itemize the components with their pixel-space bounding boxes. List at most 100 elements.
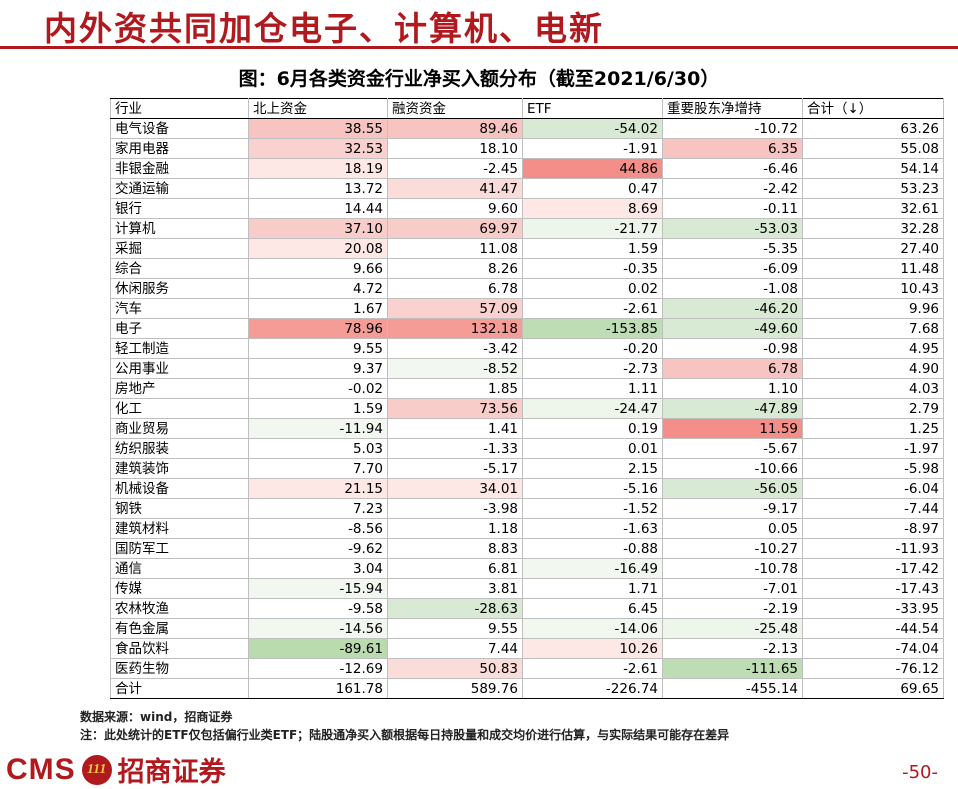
cell-etf: -153.85 xyxy=(522,318,663,339)
table-row: 通信 3.04 6.81 -16.49 -10.78 -17.42 xyxy=(110,558,944,579)
cell-etf: 44.86 xyxy=(522,158,663,179)
cell-etf: -2.61 xyxy=(522,658,663,679)
cell-margin: -3.98 xyxy=(387,498,523,519)
cell-shareholder: 6.35 xyxy=(662,138,803,159)
cell-total: 27.40 xyxy=(802,238,944,259)
cell-northbound: 38.55 xyxy=(248,118,388,139)
cell-shareholder: -47.89 xyxy=(662,398,803,419)
page-number: -50- xyxy=(902,762,938,783)
cell-industry: 化工 xyxy=(110,398,249,419)
cell-etf: -14.06 xyxy=(522,618,663,639)
cell-etf: 8.69 xyxy=(522,198,663,219)
cell-etf: 1.71 xyxy=(522,578,663,599)
cell-shareholder: -6.46 xyxy=(662,158,803,179)
cell-total: 4.90 xyxy=(802,358,944,379)
cell-total: 4.95 xyxy=(802,338,944,359)
cell-shareholder: -56.05 xyxy=(662,478,803,499)
cell-northbound: 1.59 xyxy=(248,398,388,419)
cell-northbound: 1.67 xyxy=(248,298,388,319)
cell-shareholder: 6.78 xyxy=(662,358,803,379)
cell-shareholder: -2.19 xyxy=(662,598,803,619)
cell-etf: -16.49 xyxy=(522,558,663,579)
cell-northbound: -8.56 xyxy=(248,518,388,539)
cell-shareholder: -2.42 xyxy=(662,178,803,199)
cell-margin: 1.41 xyxy=(387,418,523,439)
total-cell-etf: -226.74 xyxy=(522,678,663,699)
disclaimer-note: 注：此处统计的ETF仅包括偏行业类ETF；陆股通净买入额根据每日持股量和成交均价… xyxy=(80,728,730,742)
cell-industry: 机械设备 xyxy=(110,478,249,499)
cell-industry: 采掘 xyxy=(110,238,249,259)
cell-northbound: 5.03 xyxy=(248,438,388,459)
cell-etf: -0.35 xyxy=(522,258,663,279)
table-row: 电子 78.96 132.18 -153.85 -49.60 7.68 xyxy=(110,318,944,339)
cell-shareholder: -25.48 xyxy=(662,618,803,639)
cell-industry: 计算机 xyxy=(110,218,249,239)
table-row: 公用事业 9.37 -8.52 -2.73 6.78 4.90 xyxy=(110,358,944,379)
cell-total: 55.08 xyxy=(802,138,944,159)
table-row: 纺织服装 5.03 -1.33 0.01 -5.67 -1.97 xyxy=(110,438,944,459)
cell-industry: 商业贸易 xyxy=(110,418,249,439)
cell-margin: 1.85 xyxy=(387,378,523,399)
cell-margin: 8.83 xyxy=(387,538,523,559)
cell-margin: 11.08 xyxy=(387,238,523,259)
cell-total: -5.98 xyxy=(802,458,944,479)
cell-etf: -1.91 xyxy=(522,138,663,159)
cell-northbound: 18.19 xyxy=(248,158,388,179)
cell-shareholder: -7.01 xyxy=(662,578,803,599)
cell-etf: -2.61 xyxy=(522,298,663,319)
table-row: 有色金属 -14.56 9.55 -14.06 -25.48 -44.54 xyxy=(110,618,944,639)
cell-margin: 7.44 xyxy=(387,638,523,659)
cell-shareholder: 1.10 xyxy=(662,378,803,399)
cell-margin: 73.56 xyxy=(387,398,523,419)
table-row: 建筑装饰 7.70 -5.17 2.15 -10.66 -5.98 xyxy=(110,458,944,479)
cell-margin: 6.81 xyxy=(387,558,523,579)
cell-etf: -1.52 xyxy=(522,498,663,519)
table-row: 钢铁 7.23 -3.98 -1.52 -9.17 -7.44 xyxy=(110,498,944,519)
cell-northbound: -12.69 xyxy=(248,658,388,679)
cell-etf: -2.73 xyxy=(522,358,663,379)
title-divider xyxy=(0,46,958,49)
fund-flow-table: 行业 北上资金 融资资金 ETF 重要股东净增持 合计（↓） 电气设备 38.55… xyxy=(110,98,944,699)
cell-total: 1.25 xyxy=(802,418,944,439)
cell-margin: 9.55 xyxy=(387,618,523,639)
cell-shareholder: -6.09 xyxy=(662,258,803,279)
cell-total-label: 合计 xyxy=(110,678,249,699)
cell-shareholder: -9.17 xyxy=(662,498,803,519)
cell-total: -17.43 xyxy=(802,578,944,599)
cell-industry: 休闲服务 xyxy=(110,278,249,299)
table-row: 银行 14.44 9.60 8.69 -0.11 32.61 xyxy=(110,198,944,219)
cell-etf: -5.16 xyxy=(522,478,663,499)
cell-etf: 0.01 xyxy=(522,438,663,459)
cell-industry: 公用事业 xyxy=(110,358,249,379)
cell-industry: 交通运输 xyxy=(110,178,249,199)
cell-etf: 1.59 xyxy=(522,238,663,259)
cell-margin: 57.09 xyxy=(387,298,523,319)
cell-industry: 银行 xyxy=(110,198,249,219)
cell-margin: -5.17 xyxy=(387,458,523,479)
table-row: 食品饮料 -89.61 7.44 10.26 -2.13 -74.04 xyxy=(110,638,944,659)
cell-total: -11.93 xyxy=(802,538,944,559)
cell-industry: 房地产 xyxy=(110,378,249,399)
cell-total: 9.96 xyxy=(802,298,944,319)
cell-etf: 10.26 xyxy=(522,638,663,659)
cell-shareholder: -46.20 xyxy=(662,298,803,319)
page-title: 内外资共同加仓电子、计算机、电新 xyxy=(44,9,604,48)
cell-margin: 50.83 xyxy=(387,658,523,679)
cell-shareholder: -0.11 xyxy=(662,198,803,219)
table-row: 建筑材料 -8.56 1.18 -1.63 0.05 -8.97 xyxy=(110,518,944,539)
total-cell-shareholder: -455.14 xyxy=(662,678,803,699)
table-row: 综合 9.66 8.26 -0.35 -6.09 11.48 xyxy=(110,258,944,279)
table-row: 交通运输 13.72 41.47 0.47 -2.42 53.23 xyxy=(110,178,944,199)
cell-northbound: -0.02 xyxy=(248,378,388,399)
cell-northbound: 78.96 xyxy=(248,318,388,339)
cell-total: 2.79 xyxy=(802,398,944,419)
cell-shareholder: -10.78 xyxy=(662,558,803,579)
table-row: 农林牧渔 -9.58 -28.63 6.45 -2.19 -33.95 xyxy=(110,598,944,619)
cell-shareholder: -10.72 xyxy=(662,118,803,139)
cell-shareholder: -1.08 xyxy=(662,278,803,299)
cell-margin: 69.97 xyxy=(387,218,523,239)
cell-total: 10.43 xyxy=(802,278,944,299)
cell-margin: 41.47 xyxy=(387,178,523,199)
cell-shareholder: -0.98 xyxy=(662,338,803,359)
cell-total: 4.03 xyxy=(802,378,944,399)
